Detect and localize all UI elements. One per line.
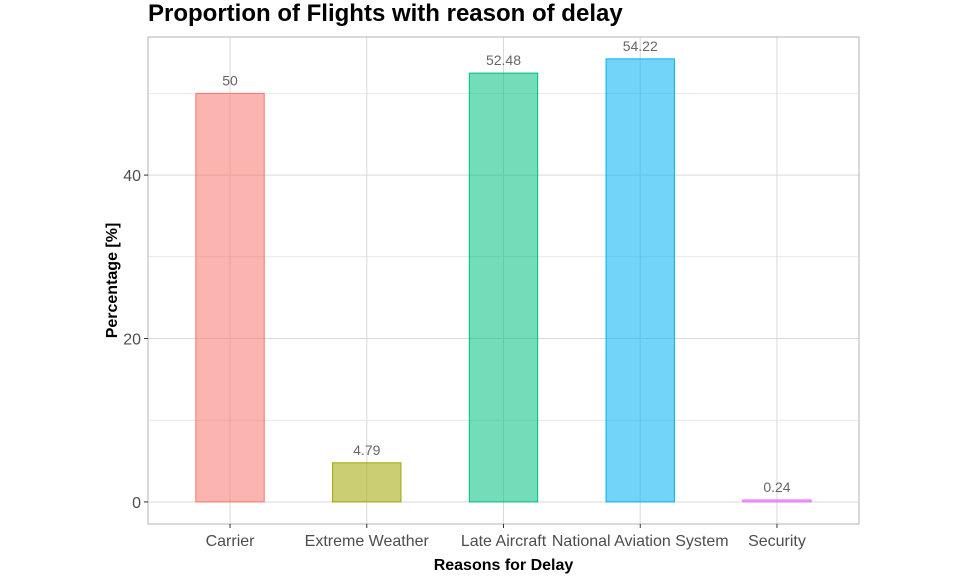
x-tick-label: Security: [748, 533, 806, 550]
bar-late-aircraft: [468, 72, 539, 503]
bar-extreme-weather: [332, 462, 402, 503]
y-axis: 0 20 40: [123, 168, 148, 512]
y-tick-label: 40: [123, 168, 141, 185]
x-axis-title: Reasons for Delay: [434, 557, 574, 574]
data-label: 52.48: [486, 52, 521, 68]
data-labels: 50 4.79 52.48 54.22 0.24: [222, 38, 791, 495]
bar-national-aviation-system: [605, 58, 675, 503]
data-label: 0.24: [763, 479, 790, 495]
data-label: 4.79: [353, 442, 380, 458]
x-tick-label: National Aviation System: [552, 533, 729, 550]
data-label: 54.22: [623, 38, 658, 54]
x-tick-label: Extreme Weather: [305, 533, 430, 550]
y-tick-label: 0: [132, 495, 141, 512]
x-tick-label: Carrier: [206, 533, 256, 550]
y-tick-label: 20: [123, 332, 141, 349]
bars: [195, 58, 812, 503]
x-axis: Carrier Extreme Weather Late Aircraft Natio…: [206, 524, 806, 550]
y-axis-title: Percentage [%]: [104, 223, 121, 339]
chart-title: Proportion of Flights with reason of del…: [148, 0, 623, 27]
bar-carrier: [195, 92, 265, 503]
bar-security: [742, 499, 812, 503]
data-label: 50: [222, 72, 238, 88]
x-tick-label: Late Aircraft: [461, 533, 547, 550]
